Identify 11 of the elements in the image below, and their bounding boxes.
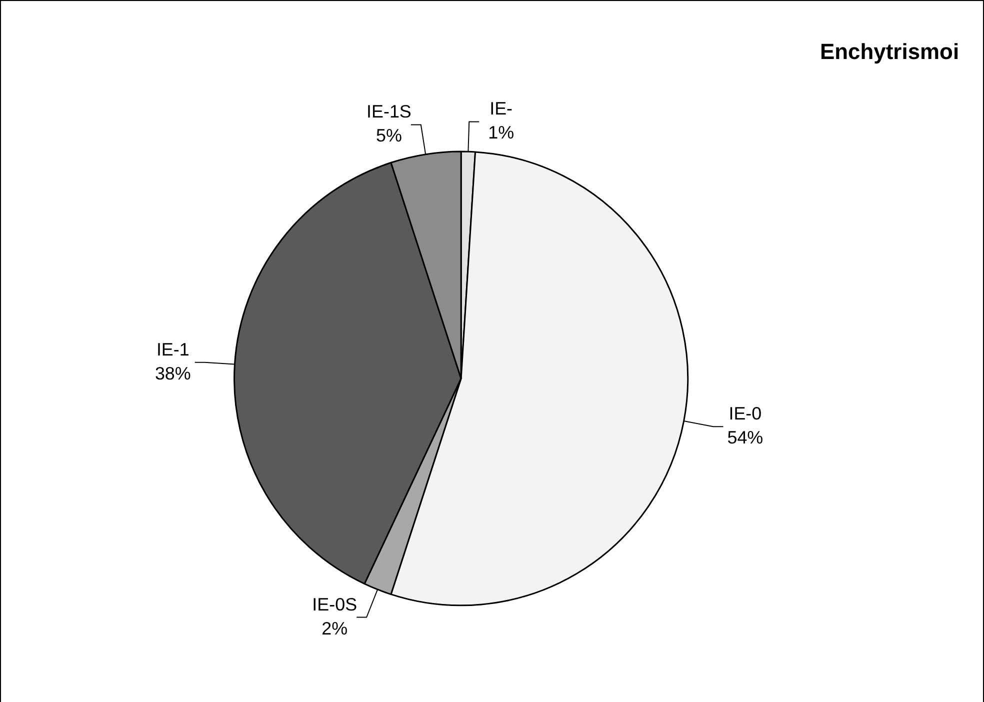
data-label: 2% (322, 618, 348, 638)
slice-label: IE-1S (366, 102, 412, 122)
data-label: 54% (727, 428, 764, 448)
slice-label: IE- (490, 98, 513, 119)
slice-label: IE-0 (728, 404, 762, 424)
slice-label: IE-0S (312, 594, 358, 614)
data-label: 1% (488, 122, 514, 143)
slice-label: IE-1 (156, 339, 190, 360)
data-label: 38% (154, 363, 191, 384)
text: Enchytrismoi (820, 38, 960, 64)
data-label: 5% (376, 126, 402, 146)
